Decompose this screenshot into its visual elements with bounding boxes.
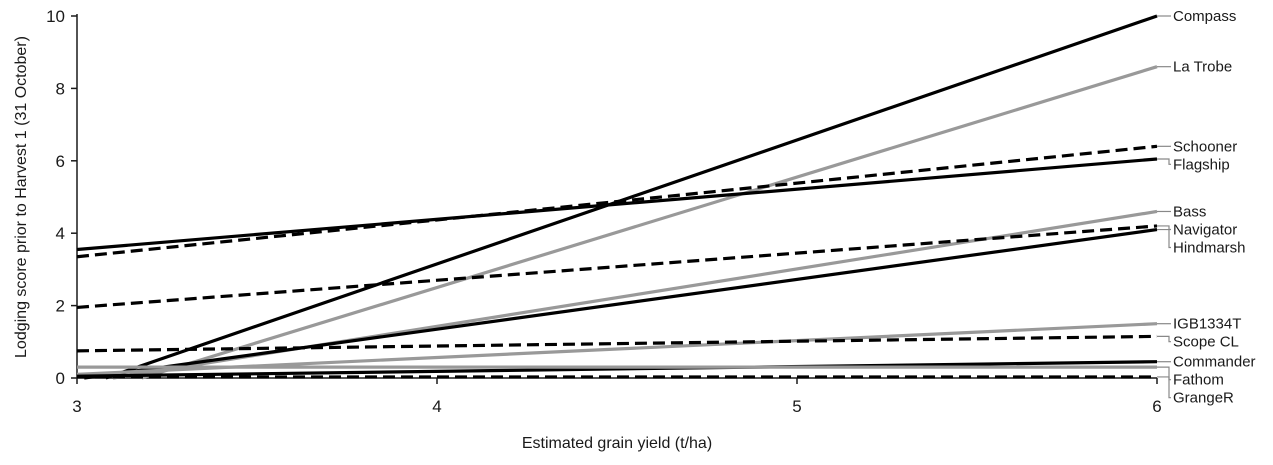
series-label: GrangeR bbox=[1173, 390, 1234, 407]
series-line-schooner bbox=[76, 144, 1158, 259]
series-label: Flagship bbox=[1173, 156, 1230, 173]
series-label: IGB1334T bbox=[1173, 316, 1241, 333]
series-label: Bass bbox=[1173, 203, 1206, 220]
series-label: Fathom bbox=[1173, 372, 1224, 389]
series-lines bbox=[76, 14, 1158, 380]
series-line-compass bbox=[105, 14, 1158, 380]
series-label: Compass bbox=[1173, 8, 1236, 25]
series-line-flagship bbox=[76, 157, 1158, 252]
series-line-scope-cl bbox=[76, 334, 1158, 353]
x-tick-label: 6 bbox=[1152, 397, 1161, 416]
series-label: Schooner bbox=[1173, 138, 1237, 155]
y-axis-title: Lodging score prior to Harvest 1 (31 Oct… bbox=[13, 36, 30, 358]
series-label-leader bbox=[1157, 158, 1171, 165]
series-label-leader bbox=[1157, 376, 1171, 399]
y-tick-label: 8 bbox=[56, 79, 65, 98]
series-label: Navigator bbox=[1173, 221, 1237, 238]
series-line-hindmarsh bbox=[83, 227, 1158, 380]
y-tick-label: 4 bbox=[56, 224, 65, 243]
y-tick-label: 2 bbox=[56, 297, 65, 316]
series-line-navigator bbox=[76, 224, 1158, 310]
y-tick-label: 6 bbox=[56, 152, 65, 171]
series-label-leader bbox=[1157, 228, 1171, 249]
series-label-leader bbox=[1157, 335, 1171, 343]
series-label: Commander bbox=[1173, 354, 1256, 371]
series-label-leader bbox=[1157, 366, 1171, 381]
series-label: Scope CL bbox=[1173, 334, 1239, 351]
series-label: Hindmarsh bbox=[1173, 239, 1246, 256]
series-label: La Trobe bbox=[1173, 59, 1232, 76]
y-tick-label: 0 bbox=[56, 369, 65, 388]
series-label-leader bbox=[1157, 225, 1171, 231]
x-tick-label: 5 bbox=[792, 397, 801, 416]
x-tick-label: 3 bbox=[72, 397, 81, 416]
x-tick-label: 4 bbox=[432, 397, 441, 416]
x-axis-title: Estimated grain yield (t/ha) bbox=[522, 435, 712, 452]
series-line-commander bbox=[76, 360, 1158, 378]
series-line-la-trobe bbox=[141, 65, 1158, 380]
y-tick-label: 10 bbox=[46, 7, 65, 26]
